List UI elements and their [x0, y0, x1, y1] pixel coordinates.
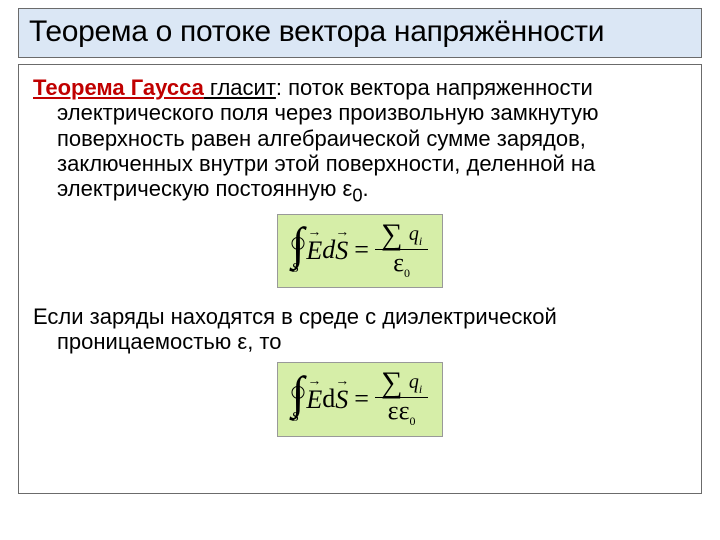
formula-2: ∫ S →Ed→S = ∑ qi εε0 [277, 362, 443, 436]
formula-1: ∫ S →Ed→S = ∑ qi ε0 [277, 214, 443, 288]
integral-icon: ∫ S [292, 372, 305, 425]
fraction-2: ∑ qi εε0 [375, 367, 428, 429]
formula-1-wrap: ∫ S →Ed→S = ∑ qi ε0 [33, 214, 687, 288]
slide-title: Теорема о потоке вектора напряжённости [29, 15, 691, 49]
vector-E: →E [306, 383, 322, 415]
vector-S: →S [335, 234, 348, 266]
theorem-text-rest: электрического поля через произвольную з… [33, 100, 687, 205]
theorem-name: Теорема Гаусса [33, 75, 204, 100]
theorem-verb: гласит [204, 75, 276, 100]
body-box: Теорема Гаусса гласит: поток вектора нап… [18, 64, 702, 494]
formula-2-wrap: ∫ S →Ed→S = ∑ qi εε0 [33, 362, 687, 436]
theorem-paragraph: Теорема Гаусса гласит: поток вектора нап… [33, 75, 687, 206]
slide: Теорема о потоке вектора напряжённости Т… [0, 0, 720, 540]
para-2: Если заряды находятся в среде с диэлектр… [33, 304, 687, 355]
integral-icon: ∫ S [292, 223, 305, 276]
vector-E: →E [306, 234, 322, 266]
vector-S: →S [335, 383, 348, 415]
title-box: Теорема о потоке вектора напряжённости [18, 8, 702, 58]
theorem-text-line1: : поток вектора напряженности [276, 75, 593, 100]
fraction-1: ∑ qi ε0 [375, 219, 428, 281]
